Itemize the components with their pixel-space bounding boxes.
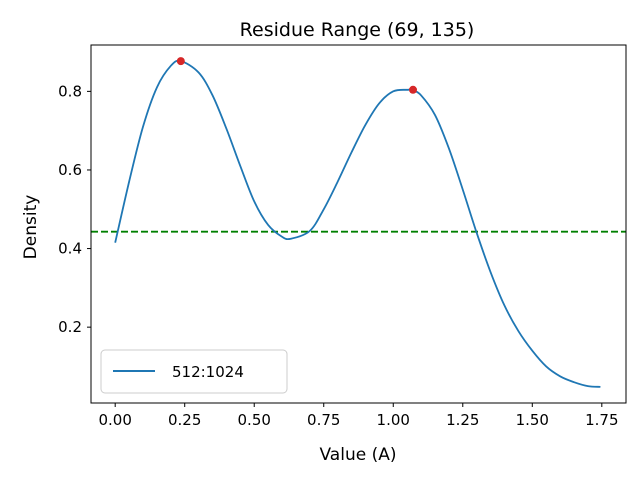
x-tick-label: 1.50	[516, 411, 549, 429]
peak-point-2	[409, 85, 418, 94]
y-axis-ticks: 0.2 0.4 0.6 0.8	[58, 82, 91, 336]
y-tick-label: 0.6	[58, 161, 82, 179]
series-line-0	[114, 59, 601, 388]
x-axis-label: Value (A)	[320, 445, 397, 465]
y-tick-label: 0.8	[58, 82, 82, 100]
legend: 512:1024	[100, 349, 288, 394]
series-layer	[114, 59, 601, 388]
peak-point-1	[176, 57, 185, 66]
y-axis-label: Density	[21, 195, 41, 260]
x-tick-label: 0.00	[98, 411, 131, 429]
x-axis-ticks: 0.00 0.25 0.50 0.75 1.00 1.25 1.50 1.75	[98, 403, 619, 429]
y-tick-label: 0.4	[58, 240, 82, 258]
peaks-layer	[176, 57, 418, 94]
x-tick-label: 1.00	[377, 411, 410, 429]
x-tick-label: 1.25	[446, 411, 479, 429]
x-tick-label: 0.75	[307, 411, 340, 429]
y-tick-label: 0.2	[58, 318, 82, 336]
legend-label-512-1024: 512:1024	[172, 363, 244, 381]
legend-box	[100, 349, 288, 394]
plot-frame	[90, 44, 627, 404]
chart-title: Residue Range (69, 135)	[240, 19, 475, 41]
x-tick-label: 1.75	[585, 411, 618, 429]
x-tick-label: 0.25	[168, 411, 201, 429]
x-tick-label: 0.50	[238, 411, 271, 429]
plot-area	[90, 44, 627, 404]
